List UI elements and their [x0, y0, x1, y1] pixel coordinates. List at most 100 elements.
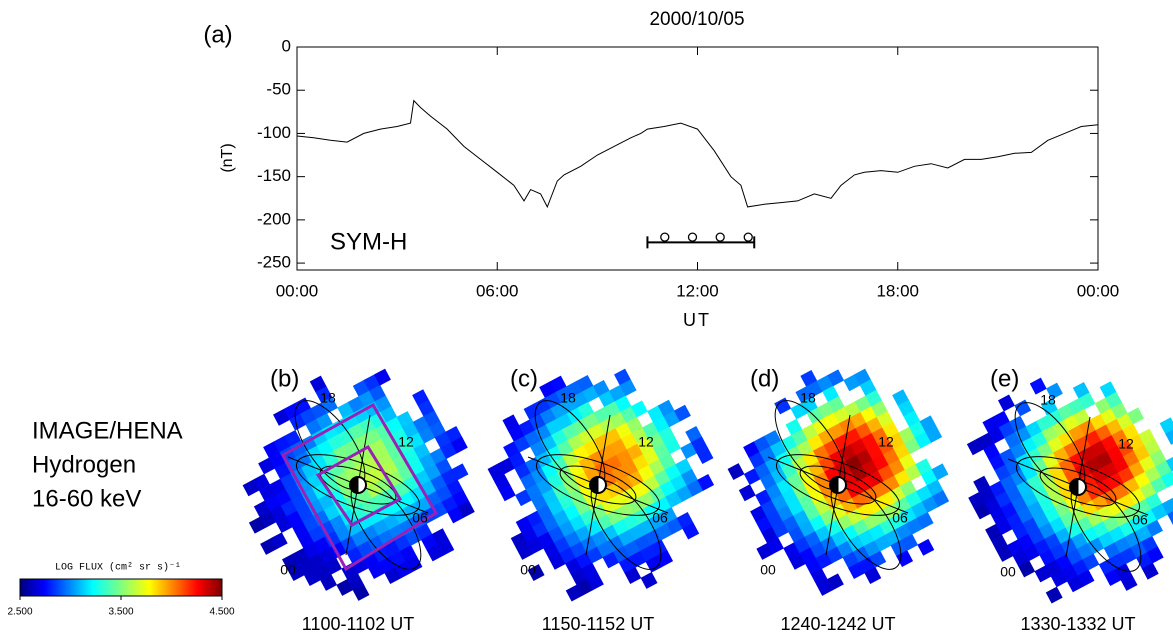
ena-pixel — [632, 454, 650, 472]
ena-pixel — [769, 440, 787, 458]
ena-pixel — [642, 448, 660, 466]
ena-pixel — [618, 556, 636, 574]
mlt-label: 12 — [398, 434, 414, 450]
ena-pixel — [290, 467, 308, 485]
ena-pixel — [914, 431, 932, 449]
ena-pixel — [666, 517, 683, 535]
ena-pixel — [827, 369, 845, 387]
ena-pixel — [1048, 489, 1066, 507]
ena-pixel — [817, 401, 835, 419]
ena-pixel — [882, 448, 900, 466]
ena-pixel — [1045, 586, 1063, 604]
ena-pixel — [309, 375, 327, 393]
ena-pixel — [1036, 415, 1053, 432]
ena-pixel — [346, 573, 364, 591]
ena-pixel — [493, 473, 511, 491]
ena-pixel — [657, 399, 675, 417]
ena-pixel — [368, 562, 386, 579]
ena-pixel — [815, 552, 833, 570]
ena-pixel — [508, 425, 525, 442]
ena-pixel — [378, 556, 396, 574]
ena-pixel — [556, 439, 574, 457]
ena-pixel — [685, 425, 703, 443]
ena-pixel — [810, 568, 828, 586]
ena-pixel — [606, 508, 624, 526]
ena-pixel — [620, 432, 638, 450]
ena-pixel — [387, 497, 405, 515]
ena-pixel — [1017, 533, 1035, 551]
ena-pixel — [510, 532, 528, 550]
ena-pixel — [973, 475, 991, 493]
ena-pixel — [1050, 543, 1067, 561]
ena-pixel — [369, 411, 387, 429]
ena-pixel — [761, 526, 779, 544]
ena-pixel — [766, 537, 784, 555]
ena-pixel — [642, 421, 660, 439]
ena-pixel — [973, 502, 991, 520]
colorbar-tick-label: 3.500 — [108, 607, 133, 618]
ena-pixel — [270, 532, 288, 550]
colorbar — [19, 578, 223, 597]
ena-pixel — [842, 551, 860, 569]
ena-pixel — [812, 418, 830, 435]
ena-pixel — [583, 439, 601, 457]
ena-pixel — [1134, 471, 1152, 489]
ena-pixel — [1101, 461, 1119, 479]
ena-pixel — [521, 526, 539, 544]
ena-pixel — [1014, 426, 1032, 444]
ena-pixel — [753, 435, 771, 453]
ena-pixel — [284, 429, 302, 447]
ena-pixel — [381, 459, 399, 477]
ena-pixel — [985, 523, 1003, 541]
ena-pixel — [363, 374, 381, 392]
ena-pixel — [1133, 444, 1151, 462]
ena-pixel — [997, 394, 1015, 412]
ena-pixel — [727, 463, 745, 481]
ena-pixel — [1110, 402, 1128, 420]
ena-pixel — [375, 422, 393, 440]
ena-pixel — [1009, 415, 1027, 433]
ena-pixel — [915, 485, 933, 503]
mlt-label: 00 — [1000, 564, 1016, 580]
ena-pixel — [582, 412, 600, 430]
ena-pixel — [926, 479, 944, 497]
ena-pixel — [524, 429, 542, 447]
y-tick-label: -100 — [257, 123, 291, 142]
ena-pixel — [676, 512, 694, 529]
ena-pixel — [1073, 408, 1091, 426]
ena-pixel — [1112, 456, 1130, 474]
earth-night — [349, 476, 359, 494]
mlt-label: 00 — [520, 562, 536, 578]
ena-pixel — [807, 434, 825, 452]
mlt-label: 06 — [412, 510, 428, 526]
ena-pixel — [623, 540, 641, 558]
ena-pixel — [1129, 514, 1147, 532]
ena-pixel — [551, 456, 569, 474]
ena-pixel — [895, 523, 913, 541]
ena-pixel — [1117, 466, 1135, 484]
ena-pixel — [332, 444, 350, 462]
ena-pixel — [673, 404, 691, 422]
ena-pixel — [1086, 510, 1104, 528]
ena-pixel — [352, 583, 370, 601]
ena-pixel — [303, 569, 321, 586]
ena-pixel — [982, 416, 1000, 434]
ena-pixel — [609, 384, 626, 402]
ena-pixel — [260, 537, 278, 555]
ena-pixel — [822, 412, 840, 430]
ena-pixel — [429, 447, 447, 465]
ena-pixel — [364, 427, 382, 445]
ena-pixel — [1029, 377, 1047, 395]
ena-pixel — [1165, 427, 1173, 445]
ena-pixel — [834, 433, 852, 451]
ena-pixel — [1092, 521, 1110, 538]
ena-pixel — [374, 395, 392, 413]
ena-pixel — [1072, 381, 1090, 399]
ena-pixel — [888, 459, 906, 476]
y-tick-label: -200 — [257, 209, 291, 228]
panel-label: (b) — [270, 365, 299, 392]
ena-pixel — [548, 552, 566, 570]
ena-pixel — [639, 545, 657, 563]
ena-pixel — [604, 427, 622, 445]
ena-pixel — [580, 535, 598, 553]
